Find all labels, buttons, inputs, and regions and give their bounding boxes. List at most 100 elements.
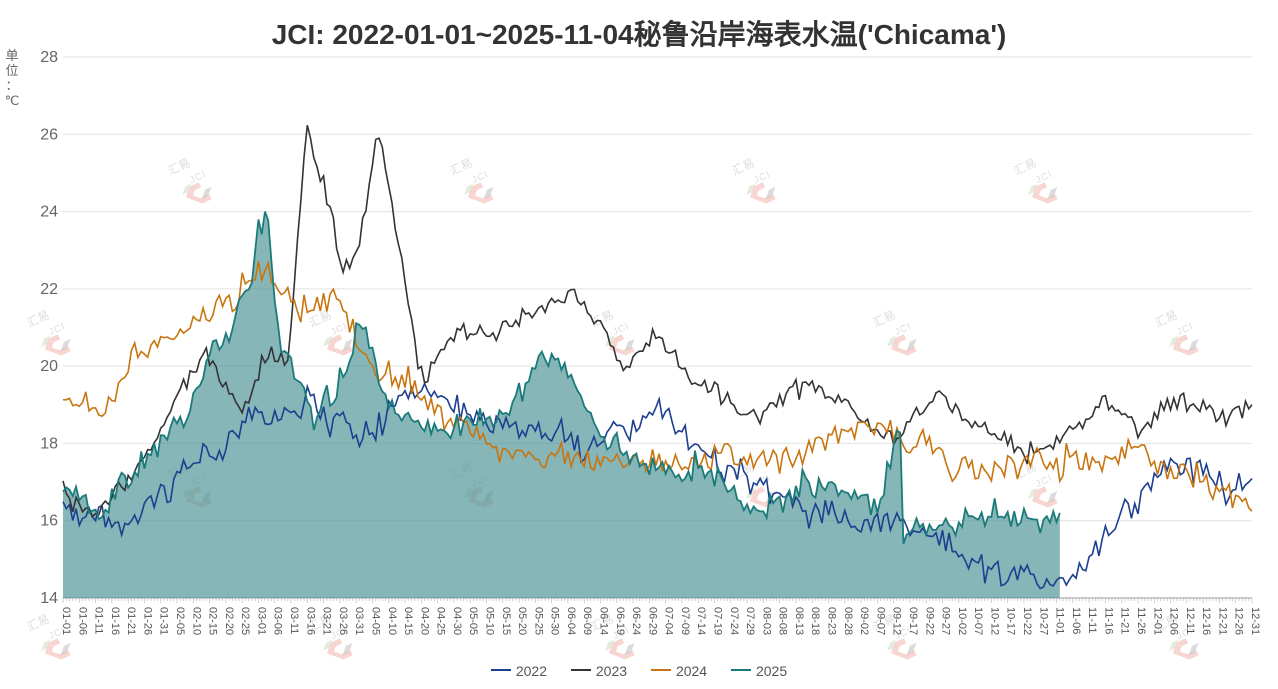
svg-text:08-18: 08-18 — [809, 607, 821, 635]
svg-text:08-03: 08-03 — [760, 607, 772, 635]
svg-text:JCI: JCI — [893, 321, 913, 338]
svg-text:01-31: 01-31 — [158, 607, 170, 635]
svg-text:06-19: 06-19 — [614, 607, 626, 635]
svg-text:07-24: 07-24 — [728, 607, 740, 635]
svg-text:08-23: 08-23 — [826, 607, 838, 635]
svg-text:09-27: 09-27 — [940, 607, 952, 635]
svg-text:JCI: JCI — [329, 321, 349, 338]
svg-text:05-30: 05-30 — [549, 607, 561, 635]
svg-text:12-16: 12-16 — [1200, 607, 1212, 635]
svg-text:06-29: 06-29 — [646, 607, 658, 635]
svg-text:10-12: 10-12 — [988, 607, 1000, 635]
svg-text:09-22: 09-22 — [923, 607, 935, 635]
svg-text:11-01: 11-01 — [1054, 607, 1066, 634]
svg-text:汇易: 汇易 — [25, 308, 51, 330]
svg-text:01-16: 01-16 — [109, 607, 121, 635]
svg-text:03-06: 03-06 — [272, 607, 284, 635]
svg-text:汇易: 汇易 — [730, 156, 756, 178]
svg-text:22: 22 — [40, 281, 58, 298]
svg-text:24: 24 — [40, 204, 58, 221]
svg-text:09-07: 09-07 — [874, 607, 886, 635]
svg-text:JCI: JCI — [611, 321, 631, 338]
svg-text:03-31: 03-31 — [353, 607, 365, 635]
svg-text:JCI: JCI — [1175, 321, 1195, 338]
svg-text:04-15: 04-15 — [402, 607, 414, 635]
svg-text:12-01: 12-01 — [1151, 607, 1163, 635]
svg-text:05-10: 05-10 — [483, 607, 495, 635]
svg-text:08-13: 08-13 — [793, 607, 805, 635]
svg-text:05-25: 05-25 — [532, 607, 544, 635]
svg-text:JCI: JCI — [1034, 169, 1054, 186]
svg-text:03-21: 03-21 — [321, 607, 333, 635]
svg-text:12-06: 12-06 — [1168, 607, 1180, 635]
svg-text:04-20: 04-20 — [418, 607, 430, 635]
svg-text:10-27: 10-27 — [1037, 607, 1049, 635]
svg-text:汇易: 汇易 — [589, 308, 615, 330]
svg-text:14: 14 — [40, 590, 58, 607]
svg-text:04-10: 04-10 — [386, 607, 398, 635]
svg-text:06-14: 06-14 — [597, 607, 609, 635]
svg-text:11-26: 11-26 — [1135, 607, 1147, 634]
svg-text:01-06: 01-06 — [76, 607, 88, 635]
svg-text:07-09: 07-09 — [679, 607, 691, 635]
svg-text:11-16: 11-16 — [1102, 607, 1114, 634]
svg-text:09-17: 09-17 — [907, 607, 919, 635]
svg-text:JCI: JCI — [188, 169, 208, 186]
svg-text:10-22: 10-22 — [1021, 607, 1033, 635]
svg-text:09-12: 09-12 — [891, 607, 903, 635]
svg-text:26: 26 — [40, 126, 58, 143]
svg-text:JCI: JCI — [1034, 473, 1054, 490]
svg-text:JCI: JCI — [47, 321, 67, 338]
svg-text:01-01: 01-01 — [60, 607, 72, 635]
svg-text:05-15: 05-15 — [500, 607, 512, 635]
svg-text:16: 16 — [40, 513, 58, 530]
svg-text:汇易: 汇易 — [25, 612, 51, 634]
svg-text:07-29: 07-29 — [744, 607, 756, 635]
svg-text:07-19: 07-19 — [712, 607, 724, 635]
svg-text:07-14: 07-14 — [695, 607, 707, 635]
svg-text:02-25: 02-25 — [239, 607, 251, 635]
svg-text:03-26: 03-26 — [337, 607, 349, 635]
svg-text:12-26: 12-26 — [1233, 607, 1245, 635]
svg-text:10-02: 10-02 — [956, 607, 968, 635]
svg-text:12-11: 12-11 — [1184, 607, 1196, 634]
svg-text:07-04: 07-04 — [663, 607, 675, 635]
svg-text:11-11: 11-11 — [1086, 607, 1098, 634]
svg-text:01-11: 01-11 — [93, 607, 105, 634]
svg-text:01-21: 01-21 — [125, 607, 137, 635]
svg-text:03-16: 03-16 — [304, 607, 316, 635]
svg-text:08-08: 08-08 — [777, 607, 789, 635]
svg-text:18: 18 — [40, 435, 58, 452]
svg-text:JCI: JCI — [752, 169, 772, 186]
svg-text:汇易: 汇易 — [871, 308, 897, 330]
svg-text:汇易: 汇易 — [1153, 308, 1179, 330]
svg-text:汇易: 汇易 — [307, 308, 333, 330]
svg-text:12-21: 12-21 — [1216, 607, 1228, 635]
svg-text:汇易: 汇易 — [166, 156, 192, 178]
svg-text:06-24: 06-24 — [630, 607, 642, 635]
svg-text:03-01: 03-01 — [255, 607, 267, 635]
svg-text:02-10: 02-10 — [190, 607, 202, 635]
svg-text:06-09: 06-09 — [581, 607, 593, 635]
svg-text:04-25: 04-25 — [435, 607, 447, 635]
svg-text:08-28: 08-28 — [842, 607, 854, 635]
svg-text:03-11: 03-11 — [288, 607, 300, 634]
svg-text:20: 20 — [40, 358, 58, 375]
svg-text:汇易: 汇易 — [448, 156, 474, 178]
svg-text:02-20: 02-20 — [223, 607, 235, 635]
svg-text:28: 28 — [40, 49, 58, 66]
svg-text:02-05: 02-05 — [174, 607, 186, 635]
svg-text:01-26: 01-26 — [141, 607, 153, 635]
svg-text:04-05: 04-05 — [369, 607, 381, 635]
svg-text:05-20: 05-20 — [516, 607, 528, 635]
svg-text:11-21: 11-21 — [1119, 607, 1131, 634]
svg-text:11-06: 11-06 — [1070, 607, 1082, 634]
svg-text:12-31: 12-31 — [1249, 607, 1261, 635]
svg-text:汇易: 汇易 — [1012, 156, 1038, 178]
svg-text:05-05: 05-05 — [467, 607, 479, 635]
svg-text:JCI: JCI — [470, 169, 490, 186]
svg-text:09-02: 09-02 — [858, 607, 870, 635]
svg-text:06-04: 06-04 — [565, 607, 577, 635]
svg-text:04-30: 04-30 — [451, 607, 463, 635]
svg-text:10-17: 10-17 — [1005, 607, 1017, 635]
